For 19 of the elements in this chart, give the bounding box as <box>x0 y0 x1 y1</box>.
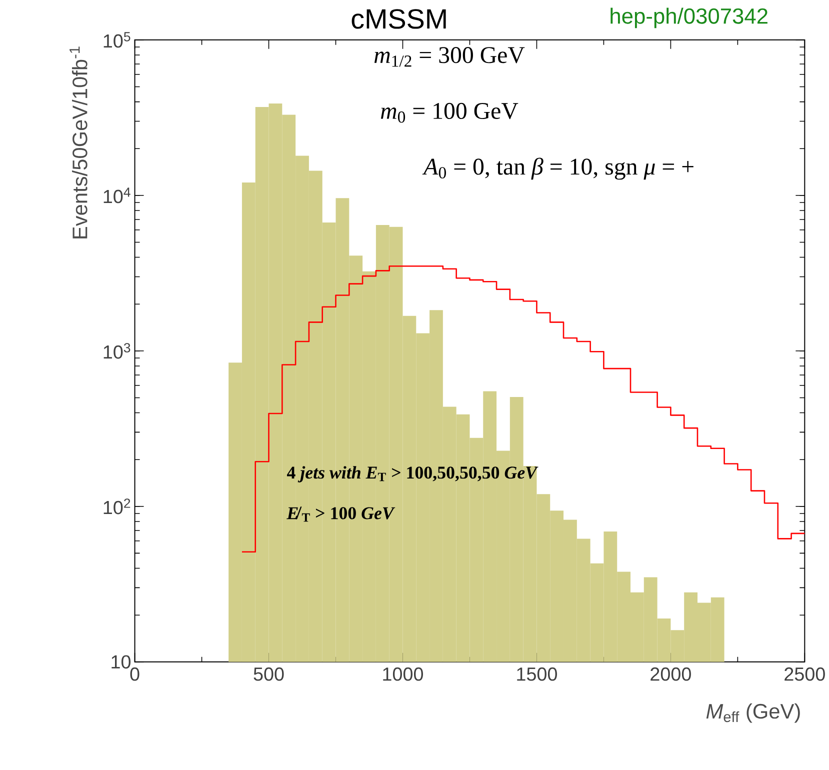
x-tick-label: 1500 <box>517 668 557 681</box>
x-axis-title: M$_{eff}$ (GeV) <box>706 703 800 723</box>
y-tick-label: 10$^{3}$ <box>104 343 130 359</box>
x-tick-label: 1000 <box>383 668 424 681</box>
y-axis-title: Events/50GeV/10fb$^{-1}$ <box>70 46 88 238</box>
chart-title: cMSSM <box>352 9 446 29</box>
y-tick-label: 10 <box>112 655 131 669</box>
y-tick-label: 10$^{4}$ <box>104 188 130 204</box>
annotation: m$_{1/2}$ = 300 GeV <box>374 47 525 67</box>
y-tick-label: 10$^{5}$ <box>104 32 130 48</box>
x-tick-label: 2000 <box>650 668 691 681</box>
x-tick-label: 0 <box>130 668 140 681</box>
y-tick-label: 10$^{2}$ <box>104 498 130 514</box>
x-tick-label: 500 <box>254 668 284 681</box>
annotation: m$_{0}$ = 100 GeV <box>380 103 518 123</box>
annotation: A$_{0}$ = 0, tan β = 10, sgn μ = + <box>422 158 694 180</box>
x-tick-label: 2500 <box>784 668 825 681</box>
annotation: E̸$_{T}$ > 100 GeV <box>286 506 396 522</box>
text: hep-ph/0307342 <box>610 8 768 28</box>
